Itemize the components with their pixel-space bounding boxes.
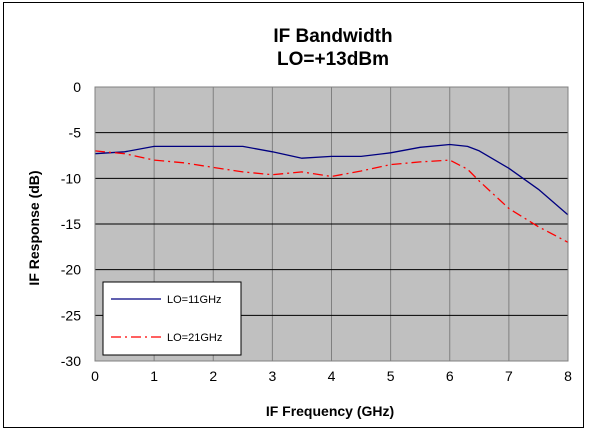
y-tick-label: -25 [61, 307, 81, 323]
x-axis-ticks: 0 1 2 3 4 5 6 7 8 [91, 368, 572, 384]
y-tick-label: -5 [69, 125, 82, 141]
plot-border [94, 86, 569, 362]
x-tick-label: 6 [446, 368, 454, 384]
y-tick-label: -15 [61, 216, 81, 232]
y-tick-label: -30 [61, 353, 81, 369]
x-tick-label: 7 [505, 368, 513, 384]
legend-label: LO=21GHz [167, 332, 222, 344]
x-axis-label: IF Frequency (GHz) [266, 403, 394, 419]
gridlines [95, 87, 568, 361]
chart-subtitle: LO=+13dBm [277, 49, 389, 70]
legend: LO=11GHz LO=21GHz [102, 281, 242, 356]
y-tick-label: -10 [61, 170, 81, 186]
series-line-1 [94, 143, 569, 216]
x-tick-label: 8 [564, 368, 572, 384]
y-tick-label: 0 [73, 79, 81, 95]
y-tick-label: -20 [61, 262, 81, 278]
y-axis-label: IF Response (dB) [26, 170, 42, 285]
x-tick-label: 1 [150, 368, 158, 384]
x-tick-label: 5 [387, 368, 395, 384]
series-layer [94, 143, 569, 243]
y-axis-ticks: 0 -5 -10 -15 -20 -25 -30 [61, 79, 81, 369]
x-tick-label: 2 [209, 368, 217, 384]
legend-box [102, 281, 242, 356]
x-tick-label: 0 [91, 368, 99, 384]
x-tick-label: 4 [328, 368, 336, 384]
legend-label: LO=11GHz [167, 294, 222, 306]
chart-title: IF Bandwidth [273, 26, 392, 47]
series-line-2 [94, 150, 569, 243]
x-tick-label: 3 [268, 368, 276, 384]
